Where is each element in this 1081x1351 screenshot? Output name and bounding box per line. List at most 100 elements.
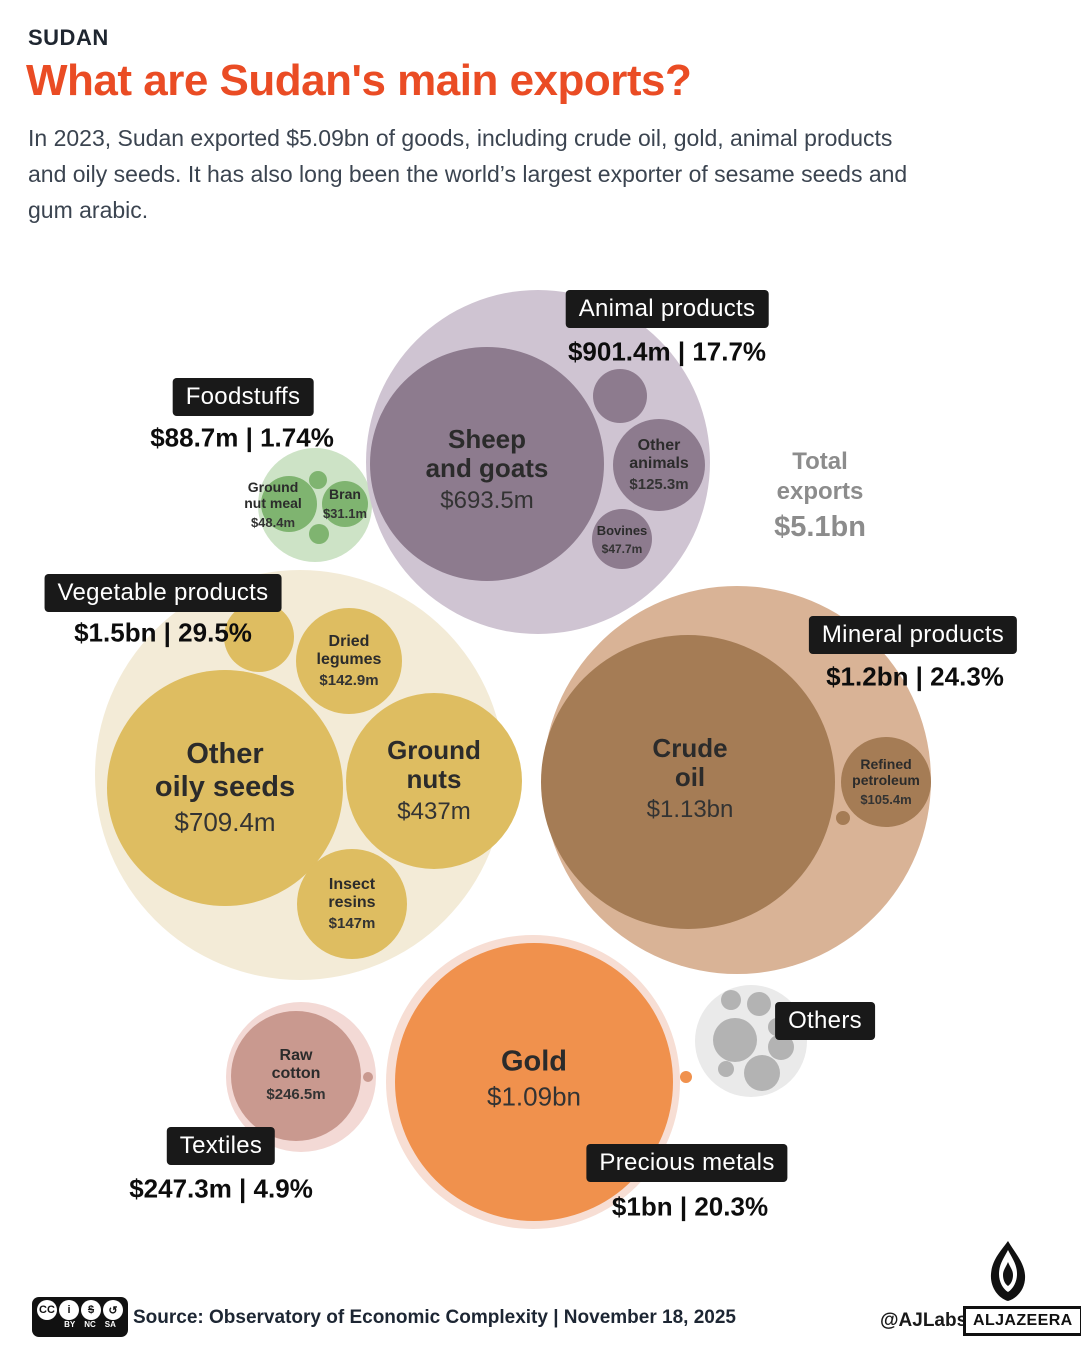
bubble-label-line: Sheep (447, 424, 527, 455)
bubble-value: $31.1m (322, 505, 368, 521)
badge-foodstuffs: Foodstuffs (172, 378, 314, 416)
bubble-animal-products-small-3 (593, 369, 647, 423)
bubble-label-line: Other (186, 738, 264, 771)
cc-label-nc: NC (84, 1320, 96, 1329)
bubble-label-line: legumes (316, 651, 382, 668)
bubble-label-bovines: Bovines $47.7m (596, 523, 648, 556)
bubble-other-oily-seeds (107, 670, 343, 906)
bubble-label-line: Raw (279, 1046, 313, 1064)
badge-others: Others (775, 1002, 875, 1040)
bubble-label-dried-legumes: Dried legumes $142.9m (317, 633, 382, 689)
bubble-label-line: Other (637, 436, 681, 454)
cc-sa-icon: ↺ (103, 1300, 123, 1320)
bubble-others-small-0 (713, 1018, 757, 1062)
bubble-ground-nut-meal (261, 476, 317, 532)
cc-icons-row: CC i $ ↺ (37, 1300, 123, 1320)
aljazeera-flame-logo (990, 1241, 1026, 1301)
bubble-label-line: Insect (328, 875, 376, 893)
bubble-value: $246.5m (266, 1086, 326, 1104)
bubble-label-bran: Bran $31.1m (322, 486, 368, 521)
group-value-foodstuffs: $88.7m | 1.74% (150, 422, 334, 453)
bubble-label-line: Bovines (596, 523, 648, 539)
bubble-label-raw-cotton: Raw cotton $246.5m (266, 1047, 325, 1103)
bubble-label-insect-resins: Insect resins $147m (328, 876, 375, 932)
cc-license-badge: CC i $ ↺ BY NC SA (32, 1297, 128, 1337)
badge-textiles: Textiles (166, 1127, 276, 1165)
bubble-label-line: nuts (406, 764, 462, 795)
bubble-value: $1.13bn (646, 795, 734, 823)
bubble-others-small-2 (747, 992, 771, 1016)
group-value-mineral-products: $1.2bn | 24.3% (826, 661, 1004, 692)
bubble-value: $709.4m (174, 806, 276, 837)
badge-vegetable-products: Vegetable products (44, 574, 282, 612)
bubble-insect-resins (297, 849, 407, 959)
bubble-value: $693.5m (440, 486, 534, 514)
bubble-ground-nuts (346, 693, 522, 869)
bubble-other-animals (613, 419, 705, 511)
bubble-label-line: and goats (425, 453, 549, 484)
cc-by-icon: i (59, 1300, 79, 1320)
bubble-foodstuffs-small-3 (309, 524, 329, 544)
bubble-value: $147m (328, 915, 376, 933)
bubble-label-line: Refined (860, 756, 912, 773)
cc-labels-row: BY NC SA (64, 1320, 116, 1329)
cc-label-by: BY (64, 1320, 76, 1329)
bubble-label-refined-petroleum: Refined petroleum $105.4m (852, 756, 920, 807)
bubble-textiles-small-1 (363, 1072, 373, 1082)
description-line-3: gum arabic. (28, 197, 149, 223)
total-exports: Total exports $5.1bn (774, 447, 866, 544)
total-exports-label-line2: exports (776, 478, 864, 505)
bubble-value: $47.7m (601, 541, 643, 556)
group-value-vegetable-products: $1.5bn | 29.5% (74, 617, 252, 648)
bubble-bovines (592, 509, 652, 569)
badge-precious-metals: Precious metals (586, 1144, 788, 1182)
bubble-label-other-animals: Other animals $125.3m (629, 437, 689, 493)
bubble-others-small-5 (718, 1061, 734, 1077)
total-exports-value: $5.1bn (774, 511, 866, 543)
source-line: Source: Observatory of Economic Complexi… (133, 1307, 736, 1328)
bubble-value: $105.4m (860, 791, 912, 807)
badge-mineral-products: Mineral products (808, 616, 1018, 654)
bubble-label-line: Ground (387, 735, 481, 766)
bubble-label-line: Crude (652, 733, 728, 764)
credit-ajlabs: @AJLabs (880, 1310, 968, 1331)
description-line-2: and oily seeds. It has also long been th… (28, 161, 908, 187)
bubble-mineral-products-small-2 (836, 811, 850, 825)
bubble-others-small-6 (744, 1055, 780, 1091)
bubble-crude-oil (541, 635, 835, 929)
group-value-animal-products: $901.4m | 17.7% (567, 336, 767, 367)
bubble-value: $48.4m (250, 514, 296, 530)
bubble-label-line: cotton (271, 1065, 321, 1082)
kicker: SUDAN (28, 25, 109, 50)
bubble-sheep-and-goats (370, 347, 604, 581)
bubble-label-line: nut meal (244, 495, 302, 511)
description: In 2023, Sudan exported $5.09bn of goods… (28, 120, 1058, 228)
bubble-others-small-1 (721, 990, 741, 1010)
group-value-precious-metals: $1bn | 20.3% (611, 1191, 769, 1222)
bubble-label-line: Ground (247, 479, 299, 496)
bubble-label-ground-nuts: Ground nuts $437m (387, 735, 481, 826)
bubble-refined-petroleum (841, 737, 931, 827)
bubble-foodstuffs-small-2 (309, 471, 327, 489)
page-title: What are Sudan's main exports? (26, 56, 692, 105)
bubble-label-line: animals (629, 455, 689, 472)
bubble-dried-legumes (296, 608, 402, 714)
bubble-label-other-oily-seeds: Other oily seeds $709.4m (155, 738, 295, 838)
bubble-vegetable-products-small-4 (224, 602, 294, 672)
bubble-label-line: Dried (328, 632, 370, 650)
bubble-label-line: Gold (500, 1045, 568, 1078)
bubble-label-line: resins (328, 894, 376, 911)
bubble-label-line: oil (674, 762, 706, 793)
badge-animal-products: Animal products (565, 290, 769, 328)
aljazeera-wordmark: ALJAZEERA (963, 1306, 1081, 1336)
bubble-value: $142.9m (319, 672, 379, 690)
total-exports-label-line1: Total (792, 448, 848, 475)
bubble-value: $125.3m (629, 476, 689, 494)
bubble-label-line: petroleum (852, 772, 920, 788)
bubble-precious-metals-small-1 (680, 1071, 692, 1083)
bubble-label-line: oily seeds (154, 771, 296, 803)
cc-label-sa: SA (104, 1320, 116, 1329)
description-line-1: In 2023, Sudan exported $5.09bn of goods… (28, 125, 893, 151)
